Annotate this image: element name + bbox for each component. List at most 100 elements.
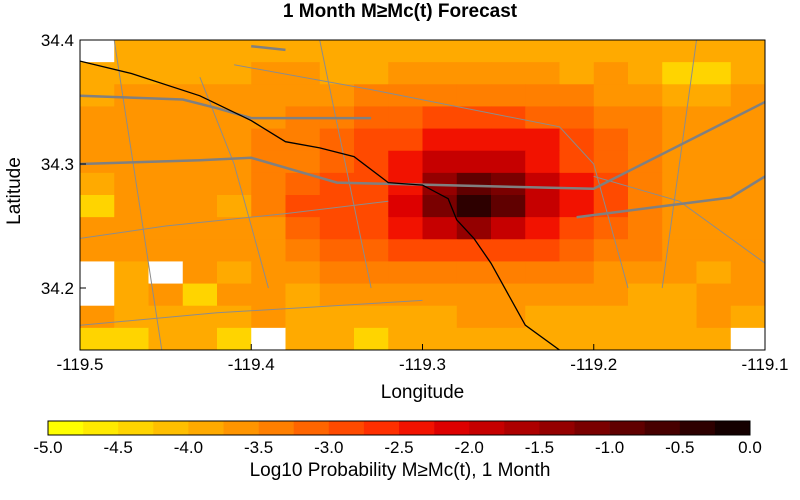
heat-cell (388, 195, 423, 218)
heat-cell (182, 239, 218, 262)
heat-cell (422, 128, 458, 152)
heat-cell (456, 62, 492, 85)
colorbar-tick-label: -5.0 (33, 438, 62, 457)
heat-cell (354, 84, 389, 107)
heat-cell (182, 283, 218, 307)
heat-cell (593, 239, 629, 262)
heat-cell (593, 305, 629, 329)
heat-cell (456, 217, 492, 240)
heat-cell (182, 128, 218, 152)
colorbar-swatch (504, 421, 540, 435)
heat-cell (319, 239, 355, 262)
colorbar-frame (47, 420, 751, 436)
heat-cell (217, 128, 252, 152)
heat-cell (80, 261, 115, 285)
heat-cell (696, 62, 732, 85)
heat-cell (491, 40, 526, 63)
heat-cell (662, 84, 697, 107)
heat-cell (559, 62, 595, 85)
heat-cell (217, 283, 252, 307)
coastline-path (80, 60, 560, 350)
road-lines (80, 40, 765, 350)
heat-cell (559, 239, 595, 262)
heat-cell (628, 128, 663, 152)
heat-cell (354, 40, 389, 63)
heat-cell (422, 217, 458, 240)
heat-cell (354, 150, 389, 174)
x-tick-label: -119.2 (570, 355, 617, 374)
heat-cell (80, 195, 115, 218)
colorbar-swatch (328, 421, 365, 435)
heat-cell (388, 40, 423, 63)
heat-cell (628, 172, 663, 196)
heat-cell (456, 261, 492, 285)
heat-cell (662, 172, 697, 196)
heat-cell (559, 172, 595, 196)
colorbar-swatch (574, 421, 610, 435)
heat-cell (525, 305, 560, 329)
colorbar-swatch (83, 421, 119, 435)
heat-cell (593, 128, 629, 152)
heat-cell (422, 261, 458, 285)
heat-cell (148, 84, 184, 107)
heat-cell (251, 128, 286, 152)
heat-cell (388, 239, 423, 262)
x-axis-ticks: -119.5 -119.4 -119.3 -119.2 -119.1 (57, 344, 788, 374)
heat-cell (114, 261, 149, 285)
heat-cell (80, 327, 115, 350)
colorbar-swatch (539, 421, 575, 435)
heat-cell (388, 150, 423, 174)
heat-cell (491, 217, 526, 240)
heat-cell (148, 283, 184, 307)
x-tick-label: -119.4 (228, 355, 275, 374)
colorbar-ticks: -5.0 -4.5 -4.0 -3.5 -3.0 -2.5 -2.0 -1.5 -1.0 -0.5… (33, 438, 761, 457)
heat-cell (148, 195, 184, 218)
colorbar-tick-label: -3.5 (244, 438, 273, 457)
heat-cell (217, 217, 252, 240)
heat-cell (491, 128, 526, 152)
heat-cell (354, 305, 389, 329)
heat-cell (525, 62, 560, 85)
heat-cell (525, 195, 560, 218)
heat-cell (662, 305, 697, 329)
heat-cell (114, 327, 149, 350)
heat-cell (319, 150, 355, 174)
heat-cell (217, 195, 252, 218)
heat-cell (662, 106, 697, 130)
heat-cell (285, 261, 321, 285)
y-tick-label: 34.3 (41, 155, 74, 174)
heat-cell (525, 150, 560, 174)
heat-cell (182, 150, 218, 174)
heat-cell (319, 172, 355, 196)
heat-cell (217, 84, 252, 107)
heat-cell (285, 172, 321, 196)
heat-cell (696, 106, 732, 130)
heat-cell (456, 172, 492, 196)
heat-cell (251, 283, 286, 307)
heat-cell (422, 239, 458, 262)
heat-cell (354, 239, 389, 262)
heat-cell (285, 327, 321, 350)
heat-cell (114, 106, 149, 130)
heat-cell (388, 217, 423, 240)
heat-cell (319, 327, 355, 350)
heat-cell (319, 305, 355, 329)
heat-cell (80, 217, 115, 240)
heat-cell (696, 283, 732, 307)
heat-cell (80, 283, 115, 307)
heat-cell (628, 195, 663, 218)
heat-cell (628, 62, 663, 85)
heat-cell (593, 106, 629, 130)
heat-cell (696, 150, 732, 174)
highway-lines (80, 44, 765, 219)
heat-cell (388, 84, 423, 107)
heat-cell (148, 217, 184, 240)
heat-cell (422, 283, 458, 307)
colorbar-tick-label: -0.5 (665, 438, 694, 457)
highway-line (80, 94, 372, 120)
heat-cell (491, 239, 526, 262)
heat-cell (491, 62, 526, 85)
heat-cell (388, 128, 423, 152)
heat-cell (593, 84, 629, 107)
